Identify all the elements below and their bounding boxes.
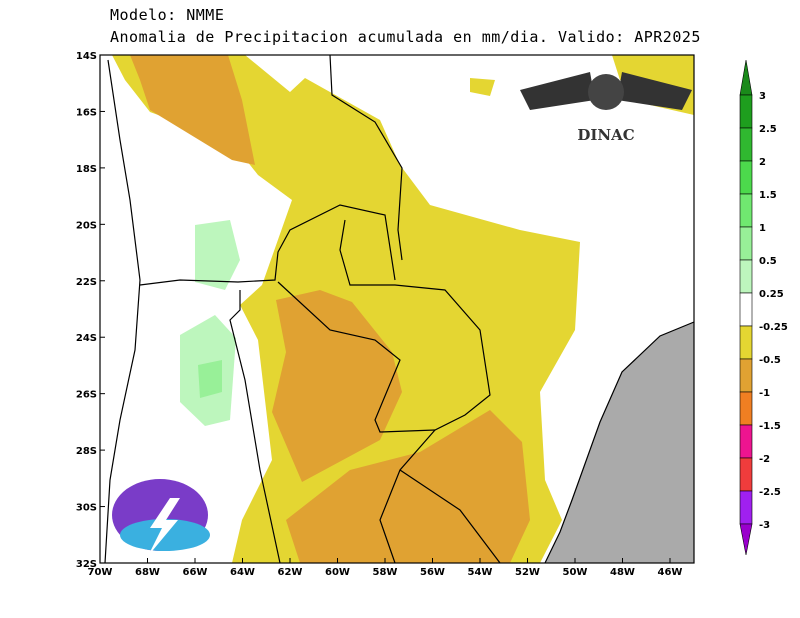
green-patch xyxy=(198,360,222,398)
y-tick-label: 32S xyxy=(76,559,97,570)
logo-wing xyxy=(617,72,692,110)
x-tick-label: 60W xyxy=(325,567,350,578)
y-tick-label: 24S xyxy=(76,333,97,344)
lightning-logo xyxy=(112,479,210,556)
x-tick-label: 48W xyxy=(610,567,635,578)
ocean xyxy=(545,322,694,563)
x-tick-label: 70W xyxy=(88,567,113,578)
coastline xyxy=(544,321,695,564)
green-area xyxy=(195,220,240,290)
model-label: Modelo: NMME xyxy=(110,6,224,24)
colorbar-swatch xyxy=(739,424,753,459)
map-title: Anomalia de Precipitacion acumulada en m… xyxy=(110,28,701,46)
paraguay xyxy=(277,219,491,433)
x-tick-label: 50W xyxy=(563,567,588,578)
colorbar-label: -0.5 xyxy=(759,355,781,366)
x-tick-label: 56W xyxy=(420,567,445,578)
colorbar-swatch xyxy=(739,127,753,162)
border xyxy=(139,204,396,286)
y-tick-label: 16S xyxy=(76,107,97,118)
orange-area xyxy=(286,410,530,563)
border xyxy=(104,59,141,564)
orange-area xyxy=(130,55,255,165)
x-tick-label: 66W xyxy=(183,567,208,578)
map-frame xyxy=(99,54,695,564)
colorbar-label: -2.5 xyxy=(759,487,781,498)
colorbar-swatch xyxy=(739,259,753,294)
border xyxy=(229,290,281,564)
y-tick-label: 30S xyxy=(76,503,97,514)
x-tick-label: 58W xyxy=(373,567,398,578)
x-tick-label: 54W xyxy=(468,567,493,578)
colorbar-swatch xyxy=(739,292,753,327)
yellow-patch xyxy=(470,78,495,96)
colorbar-swatch xyxy=(739,358,753,393)
colorbar-label: 1.5 xyxy=(759,190,777,201)
orange-area xyxy=(272,290,402,482)
colorbar-label: 1 xyxy=(759,223,766,234)
colorbar-swatch xyxy=(739,160,753,195)
y-tick-label: 14S xyxy=(76,51,97,62)
x-tick-label: 46W xyxy=(658,567,683,578)
logo-emblem xyxy=(588,74,624,110)
y-tick-label: 20S xyxy=(76,220,97,231)
colorbar-label: 3 xyxy=(759,91,766,102)
dinac-logo: DINAC xyxy=(520,72,692,144)
colorbar-label: 0.25 xyxy=(759,289,784,300)
colorbar-arrow xyxy=(739,59,753,96)
map xyxy=(100,54,695,564)
colorbar-label: -1 xyxy=(759,388,770,399)
logo-wing xyxy=(520,72,595,110)
colorbar-label: -2 xyxy=(759,454,770,465)
colorbar-label: 2.5 xyxy=(759,124,777,135)
y-tick-label: 18S xyxy=(76,164,97,175)
border xyxy=(329,54,403,261)
colorbar-label: -0.25 xyxy=(759,322,788,333)
logo-text: DINAC xyxy=(577,126,634,144)
colorbar-swatch xyxy=(739,391,753,426)
x-tick-label: 64W xyxy=(230,567,255,578)
border xyxy=(379,429,501,564)
y-tick-label: 26S xyxy=(76,390,97,401)
colorbar-arrow xyxy=(739,523,753,556)
colorbar: 3 2.5 2 1.5 1 0.5 0.25 -0.25 -0.5 -1 -1.5 -2 -2.5 -3 xyxy=(739,59,788,556)
colorbar-label: -1.5 xyxy=(759,421,781,432)
x-tick-label: 68W xyxy=(135,567,160,578)
x-tick-label: 62W xyxy=(278,567,303,578)
y-tick-label: 22S xyxy=(76,277,97,288)
colorbar-swatch xyxy=(739,226,753,261)
y-tick-label: 28S xyxy=(76,446,97,457)
colorbar-swatch xyxy=(739,325,753,360)
x-tick-label: 52W xyxy=(515,567,540,578)
colorbar-label: -3 xyxy=(759,520,770,531)
colorbar-swatch xyxy=(739,94,753,129)
colorbar-label: 0.5 xyxy=(759,256,777,267)
colorbar-swatch xyxy=(739,490,753,525)
colorbar-label: 2 xyxy=(759,157,766,168)
colorbar-swatch xyxy=(739,193,753,228)
logo-bolt xyxy=(148,498,180,556)
axes: 70W 68W 66W 64W 62W 60W 58W 56W 54W 52W 50W 48W 46W 1… xyxy=(76,51,695,578)
colorbar-swatch xyxy=(739,457,753,492)
